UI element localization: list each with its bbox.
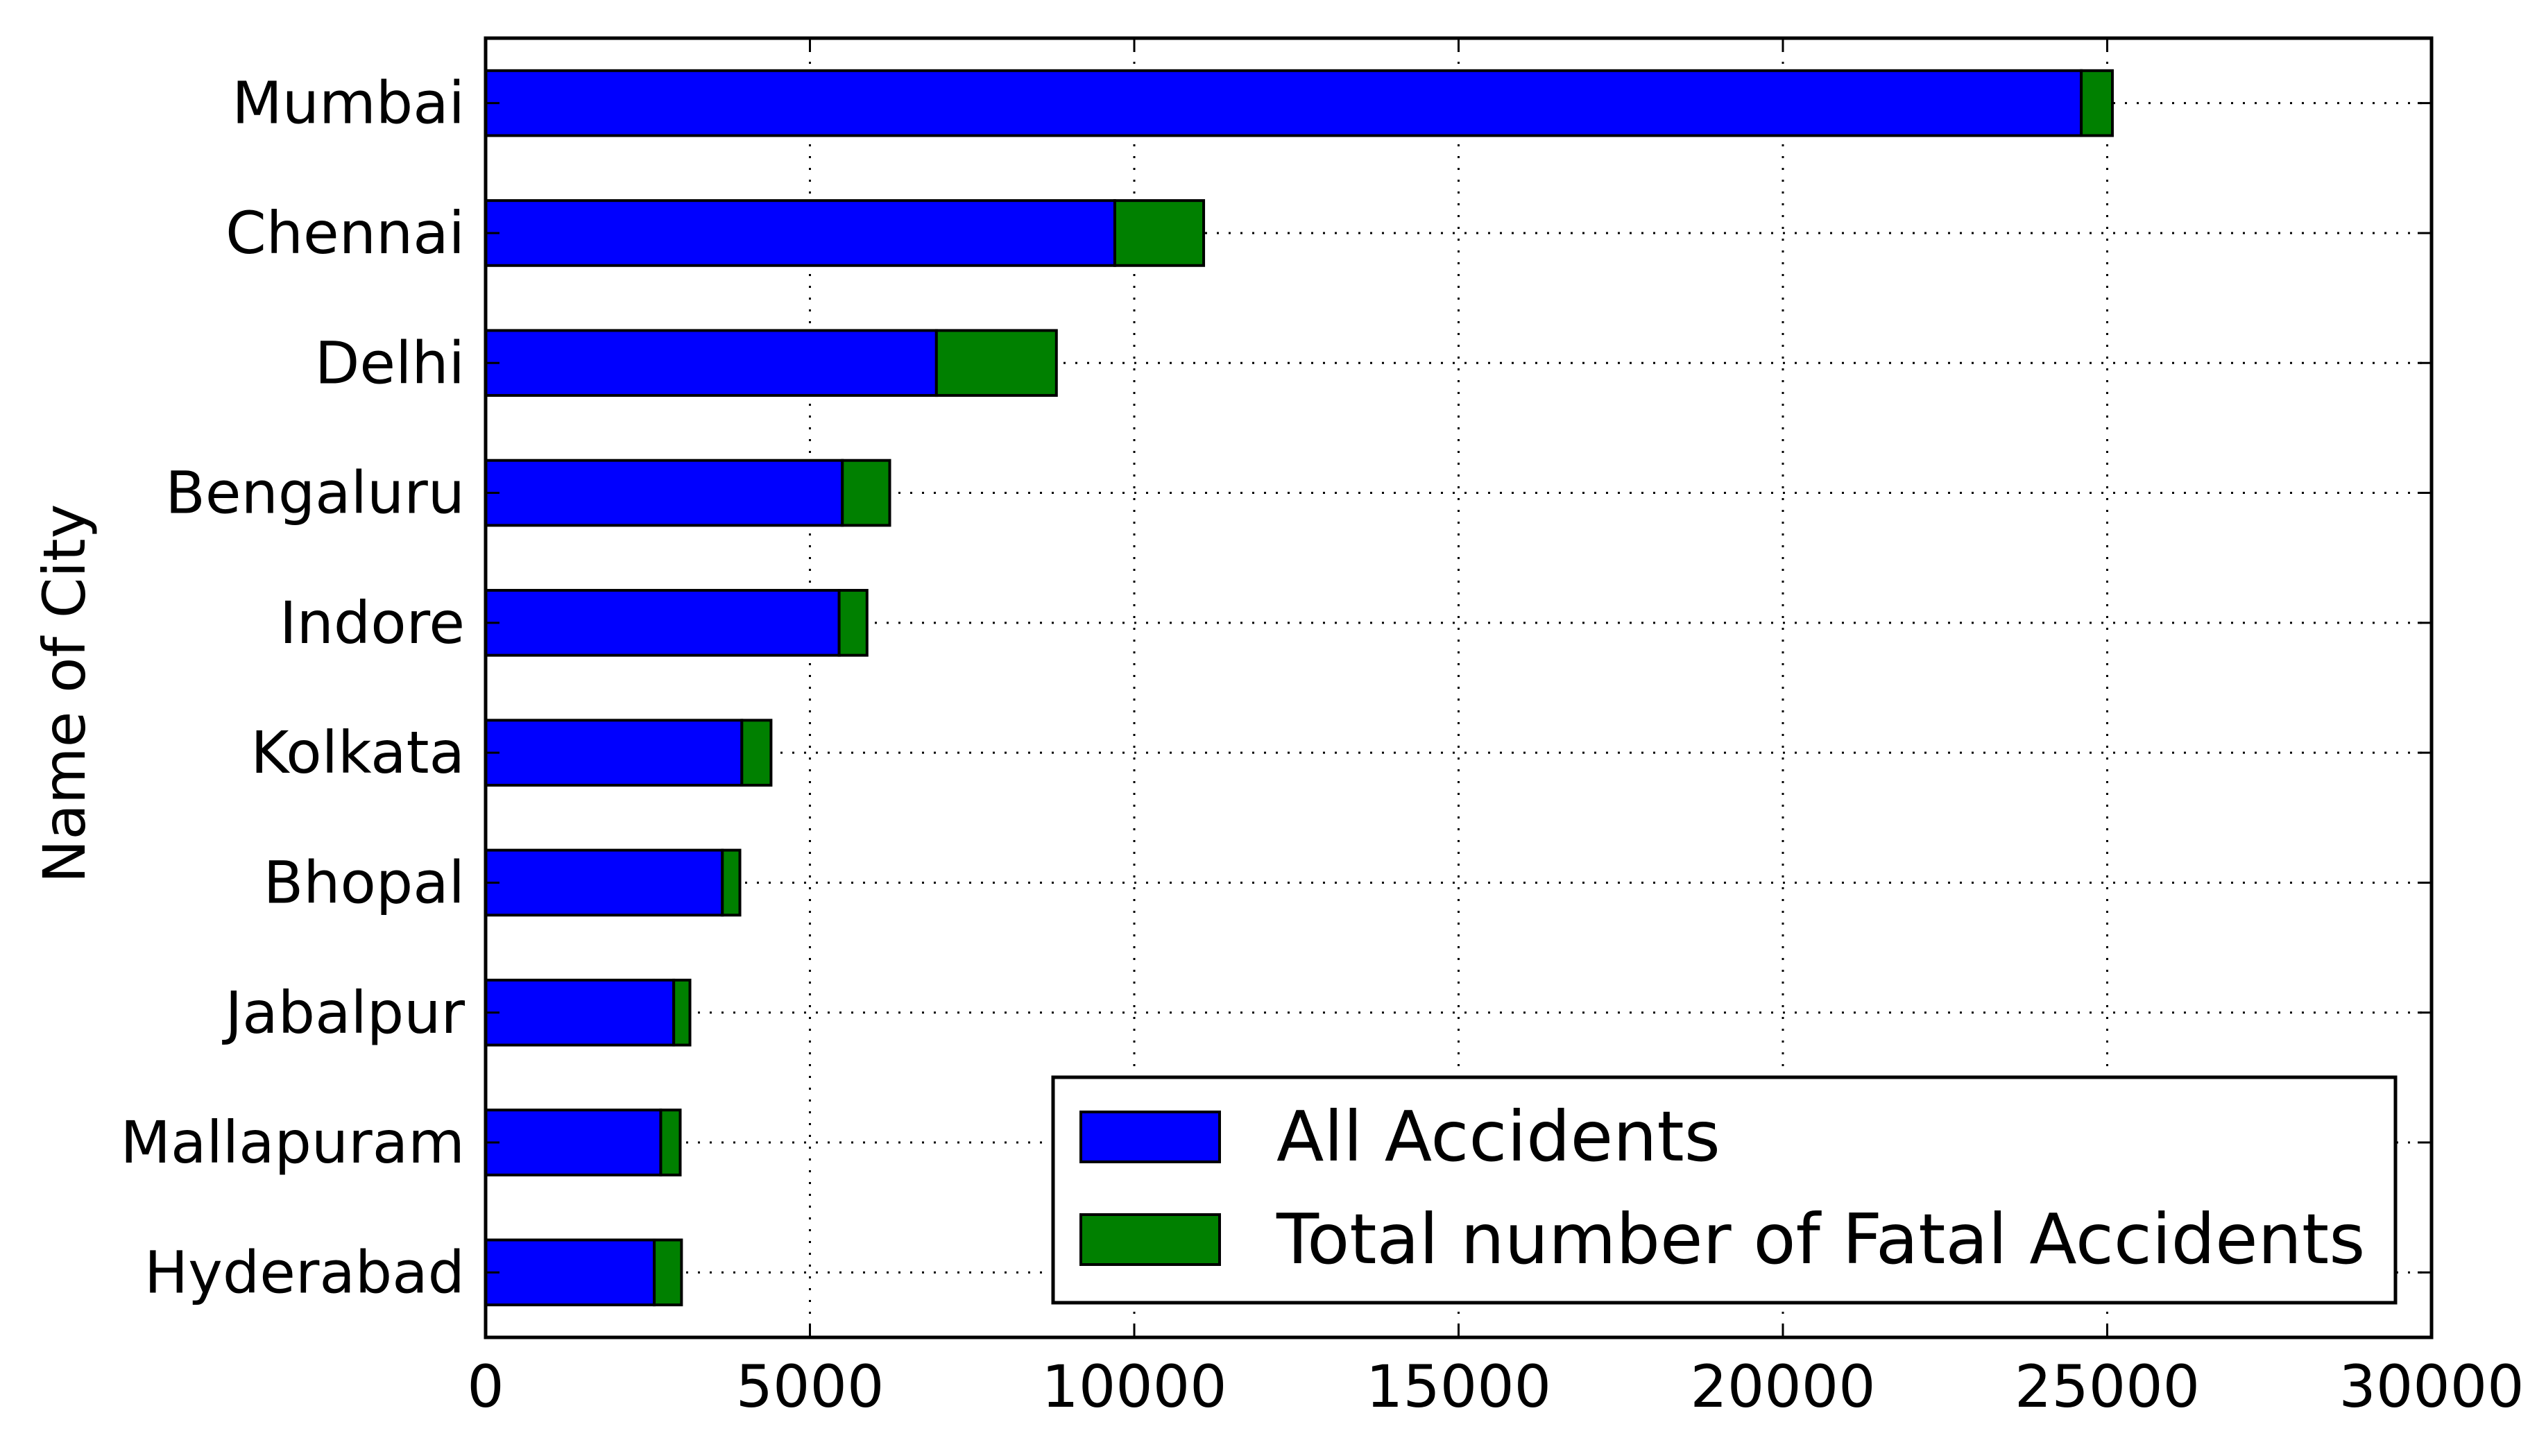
y-tick-label: Jabalpur bbox=[222, 979, 465, 1047]
legend-swatch bbox=[1079, 1213, 1221, 1266]
bar-fatal-accidents bbox=[721, 848, 742, 917]
x-axis: 0 5000 10000 15000 20000 25000 30000 bbox=[467, 38, 2524, 1421]
bar-all-accidents bbox=[484, 329, 938, 397]
bar-fatal-accidents bbox=[841, 459, 891, 527]
bar-fatal-accidents bbox=[1113, 199, 1206, 267]
x-tick-label: 10000 bbox=[1041, 1353, 1227, 1421]
y-tick-label: Indore bbox=[280, 589, 465, 657]
legend-box bbox=[1051, 1075, 2398, 1305]
bar-all-accidents bbox=[484, 978, 676, 1047]
bar-all-accidents bbox=[484, 1108, 663, 1176]
y-tick-label: Mumbai bbox=[232, 69, 465, 137]
x-tick-label: 0 bbox=[467, 1353, 504, 1421]
bar-fatal-accidents bbox=[672, 978, 692, 1047]
x-tick-label: 25000 bbox=[2015, 1353, 2200, 1421]
bar-fatal-accidents bbox=[837, 589, 869, 657]
bar-fatal-accidents bbox=[659, 1108, 682, 1176]
legend-label: Total number of Fatal Accidents bbox=[1276, 1199, 2365, 1280]
legend-swatch bbox=[1079, 1111, 1221, 1163]
y-tick-label: Bhopal bbox=[264, 848, 465, 916]
x-tick-label: 20000 bbox=[1690, 1353, 1875, 1421]
bar-fatal-accidents bbox=[653, 1238, 683, 1307]
bar-all-accidents bbox=[484, 459, 844, 527]
y-tick-label: Chennai bbox=[225, 199, 465, 267]
bar-fatal-accidents bbox=[934, 329, 1058, 397]
bar-fatal-accidents bbox=[2080, 69, 2114, 137]
bar-all-accidents bbox=[484, 589, 841, 657]
y-tick-label: Bengaluru bbox=[165, 459, 465, 527]
x-tick-label: 5000 bbox=[736, 1353, 885, 1421]
y-tick-label: Hyderabad bbox=[144, 1238, 465, 1306]
y-axis-title: Name of City bbox=[31, 504, 99, 884]
legend-label: All Accidents bbox=[1276, 1096, 1720, 1177]
bar-all-accidents bbox=[484, 199, 1116, 267]
bar-all-accidents bbox=[484, 1238, 656, 1307]
bar-fatal-accidents bbox=[740, 719, 773, 787]
bar-all-accidents bbox=[484, 69, 2083, 137]
bars bbox=[484, 69, 2114, 1307]
y-axis: Mumbai Chennai Delhi Bengaluru Indore Kolkata… bbox=[121, 69, 2432, 1306]
legend: All Accidents Total number of Fatal Accid… bbox=[1051, 1075, 2398, 1305]
y-tick-label: Kolkata bbox=[250, 719, 465, 787]
y-tick-label: Mallapuram bbox=[121, 1108, 465, 1176]
y-tick-label: Delhi bbox=[315, 329, 465, 397]
bar-all-accidents bbox=[484, 848, 724, 917]
x-tick-label: 15000 bbox=[1366, 1353, 1551, 1421]
x-tick-label: 30000 bbox=[2339, 1353, 2524, 1421]
grid-lines bbox=[486, 38, 2432, 1337]
bar-all-accidents bbox=[484, 719, 744, 787]
